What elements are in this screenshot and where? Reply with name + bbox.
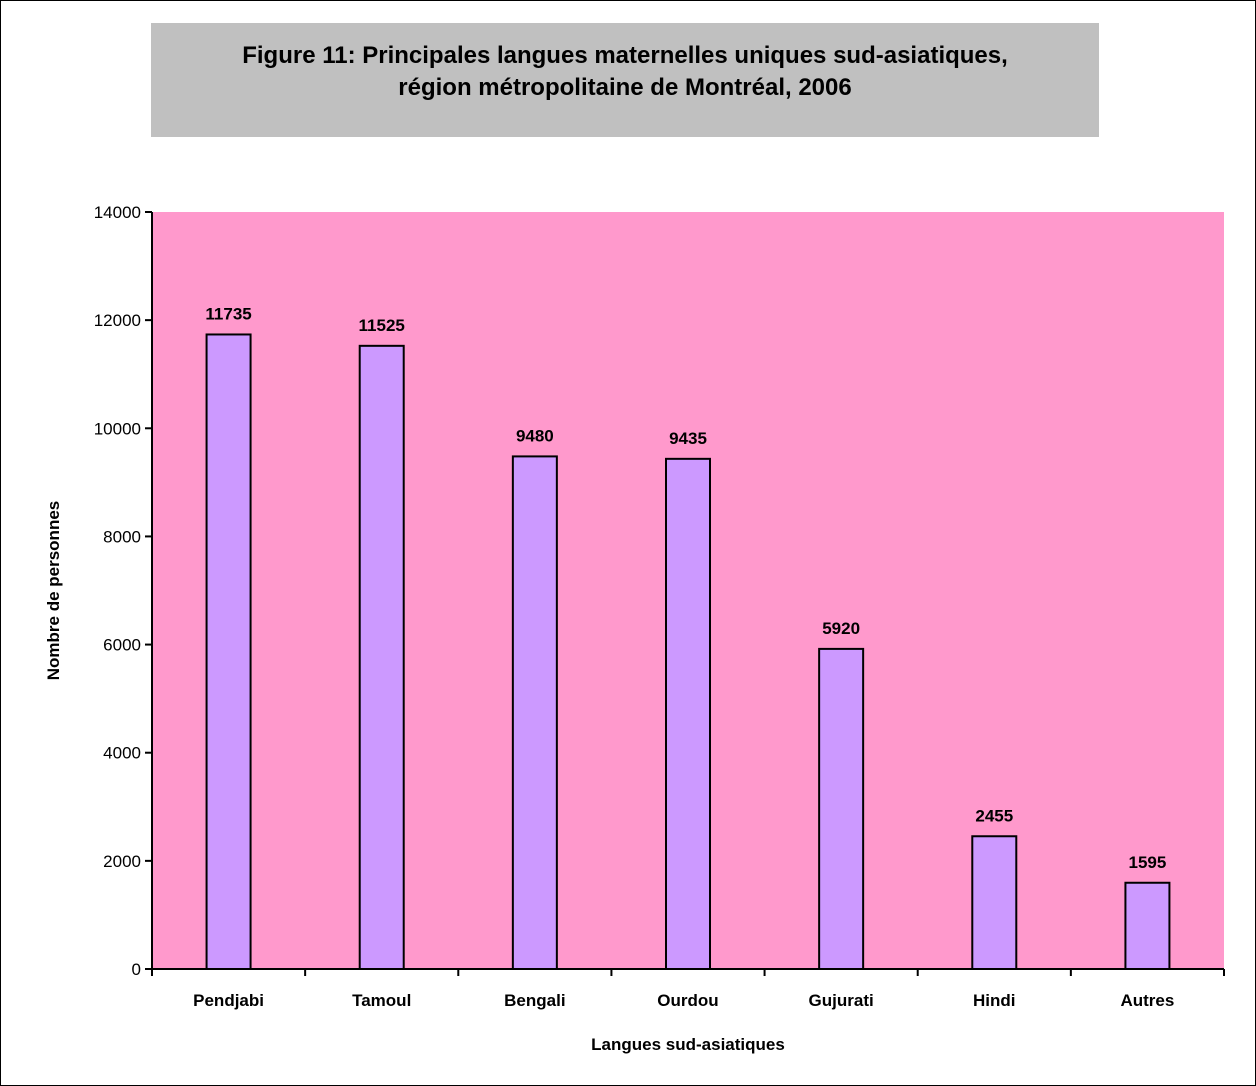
x-axis-title: Langues sud-asiatiques — [591, 1035, 785, 1054]
x-tick-label-autres: Autres — [1120, 991, 1174, 1010]
bar-hindi — [971, 835, 1018, 970]
data-label-bengali: 9480 — [516, 426, 554, 445]
bar-ourdou — [665, 457, 711, 970]
bar-bengali — [511, 455, 558, 971]
data-label-ourdou: 9435 — [669, 429, 707, 448]
x-tick-label-ourdou: Ourdou — [657, 991, 718, 1010]
data-label-autres: 1595 — [1129, 853, 1167, 872]
data-labels-group: 11735 11525 9480 9435 5920 2455 1595 — [205, 304, 1166, 871]
x-tick-label-bengali: Bengali — [504, 991, 565, 1010]
y-tick-label-8000: 8000 — [103, 527, 141, 546]
y-axis: 0 2000 4000 6000 8000 10000 12000 14000 — [94, 203, 153, 979]
x-tick-label-tamoul: Tamoul — [352, 991, 411, 1010]
x-tick-label-pendjabi: Pendjabi — [193, 991, 264, 1010]
bars-group — [205, 333, 1171, 971]
y-tick-label-12000: 12000 — [94, 311, 141, 330]
x-axis: Pendjabi Tamoul Bengali Ourdou Gujurati Hindi… — [151, 968, 1225, 1010]
bar-tamoul — [358, 344, 405, 970]
y-tick-label-4000: 4000 — [103, 744, 141, 763]
chart-title-box: Figure 11: Principales langues maternell… — [151, 23, 1099, 137]
x-tick-label-gujurati: Gujurati — [809, 991, 874, 1010]
y-axis-title: Nombre de personnes — [44, 501, 63, 681]
data-label-pendjabi: 11735 — [205, 304, 251, 323]
chart-title-line-1: Figure 11: Principales langues maternell… — [242, 42, 1008, 69]
chart-title-line-2: région métropolitaine de Montréal, 2006 — [398, 74, 852, 101]
y-tick-label-0: 0 — [132, 960, 141, 979]
y-tick-label-14000: 14000 — [94, 203, 141, 222]
bar-gujurati — [818, 647, 865, 970]
y-tick-label-6000: 6000 — [103, 636, 141, 655]
data-label-tamoul: 11525 — [359, 316, 405, 335]
y-tick-label-10000: 10000 — [94, 419, 141, 438]
bar-autres — [1124, 881, 1171, 970]
y-tick-label-2000: 2000 — [103, 852, 141, 871]
bar-pendjabi — [205, 333, 252, 970]
data-label-gujurati: 5920 — [822, 619, 860, 638]
x-tick-label-hindi: Hindi — [973, 991, 1016, 1010]
data-label-hindi: 2455 — [975, 806, 1013, 825]
chart-title: Figure 11: Principales langues maternell… — [151, 40, 1099, 104]
